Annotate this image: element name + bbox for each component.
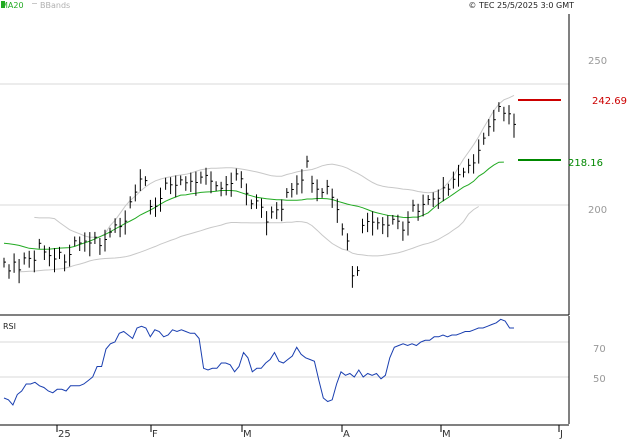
price-panel: 250 200 242.69 218.16 [0, 14, 627, 316]
copyright: © TEC 25/5/2025 3:0 GMT [468, 1, 574, 10]
x-tick-25: 25 [58, 429, 71, 440]
x-tick-mar: M [243, 429, 252, 440]
rsi-label: RSI [3, 322, 16, 331]
x-axis: 25 F M A M J [0, 424, 569, 440]
rsi-tick-70: 70 [593, 344, 606, 355]
bb-upper-line [34, 94, 515, 238]
ma-legend-label: MA20 [1, 1, 24, 10]
resistance-value: 242.69 [592, 96, 627, 107]
x-tick-apr: A [343, 429, 350, 440]
y-tick-200: 200 [588, 205, 607, 216]
rsi-tick-50: 50 [593, 374, 606, 385]
rsi-path [3, 318, 514, 406]
rsi-panel: RSI 70 50 [0, 316, 606, 424]
x-tick-jun: J [559, 429, 563, 440]
ma-legend-swatch [1, 1, 5, 8]
bb-lower-line [19, 206, 479, 273]
support-value: 218.16 [568, 158, 603, 169]
x-tick-feb: F [152, 429, 158, 440]
bollinger-bands [19, 94, 515, 273]
bbands-legend-label: BBands [40, 1, 70, 10]
price-bars [3, 102, 516, 288]
legend: MA20 BBands [1, 1, 70, 10]
rsi-line [3, 318, 514, 406]
ma20-line [3, 161, 504, 250]
y-tick-250: 250 [588, 56, 607, 67]
x-tick-may: M [442, 429, 451, 440]
bbands-legend-swatch [32, 3, 37, 4]
ma20-path [3, 161, 504, 250]
